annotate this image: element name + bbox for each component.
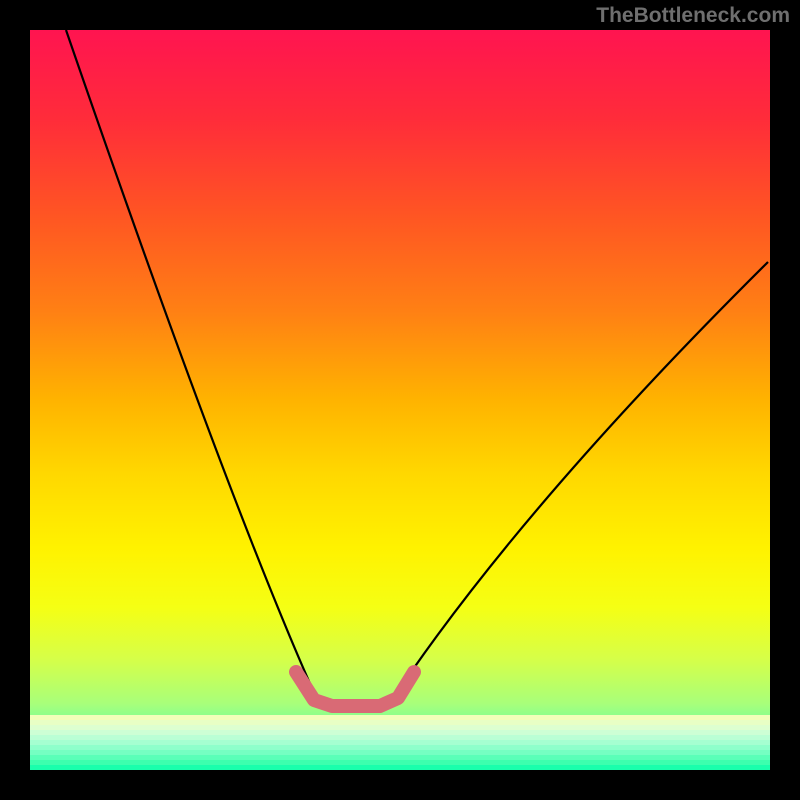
gradient-background	[30, 30, 770, 770]
watermark-text: TheBottleneck.com	[596, 4, 790, 28]
green-stripe-band	[30, 715, 770, 770]
chart-svg	[0, 0, 800, 800]
stage: TheBottleneck.com	[0, 0, 800, 800]
